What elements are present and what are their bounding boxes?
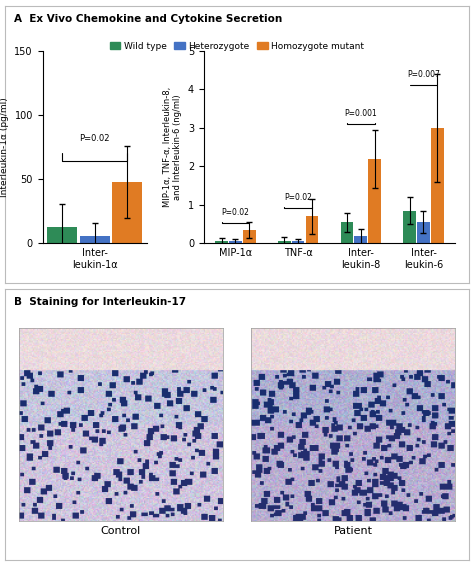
Bar <box>417 222 430 243</box>
Bar <box>431 128 444 243</box>
Text: B  Staining for Interleukin-17: B Staining for Interleukin-17 <box>14 297 186 307</box>
Bar <box>229 242 242 243</box>
Text: A  Ex Vivo Chemokine and Cytokine Secretion: A Ex Vivo Chemokine and Cytokine Secreti… <box>14 14 283 24</box>
Y-axis label: Interleukin-1α (pg/ml): Interleukin-1α (pg/ml) <box>0 97 9 197</box>
Bar <box>47 227 77 243</box>
Bar <box>278 241 291 243</box>
Bar <box>306 216 318 243</box>
Bar <box>292 242 304 243</box>
Bar <box>112 182 142 243</box>
Text: P=0.02: P=0.02 <box>80 134 110 143</box>
Bar <box>403 211 416 243</box>
Text: P=0.02: P=0.02 <box>221 208 249 217</box>
Bar <box>341 222 353 243</box>
X-axis label: Control: Control <box>101 526 141 536</box>
Bar <box>215 242 228 243</box>
Bar <box>355 237 367 243</box>
Legend: Wild type, Heterozygote, Homozygote mutant: Wild type, Heterozygote, Homozygote muta… <box>106 38 368 54</box>
Y-axis label: MIP-1α, TNF-α, Interleukin-8,
and Interleukin-6 (ng/ml): MIP-1α, TNF-α, Interleukin-8, and Interl… <box>163 87 182 207</box>
Text: P=0.007: P=0.007 <box>407 70 440 79</box>
Bar <box>243 230 255 243</box>
Text: P=0.001: P=0.001 <box>345 109 377 118</box>
Bar <box>80 235 110 243</box>
Text: P=0.02: P=0.02 <box>284 193 312 202</box>
Bar <box>368 158 381 243</box>
X-axis label: Patient: Patient <box>334 526 373 536</box>
